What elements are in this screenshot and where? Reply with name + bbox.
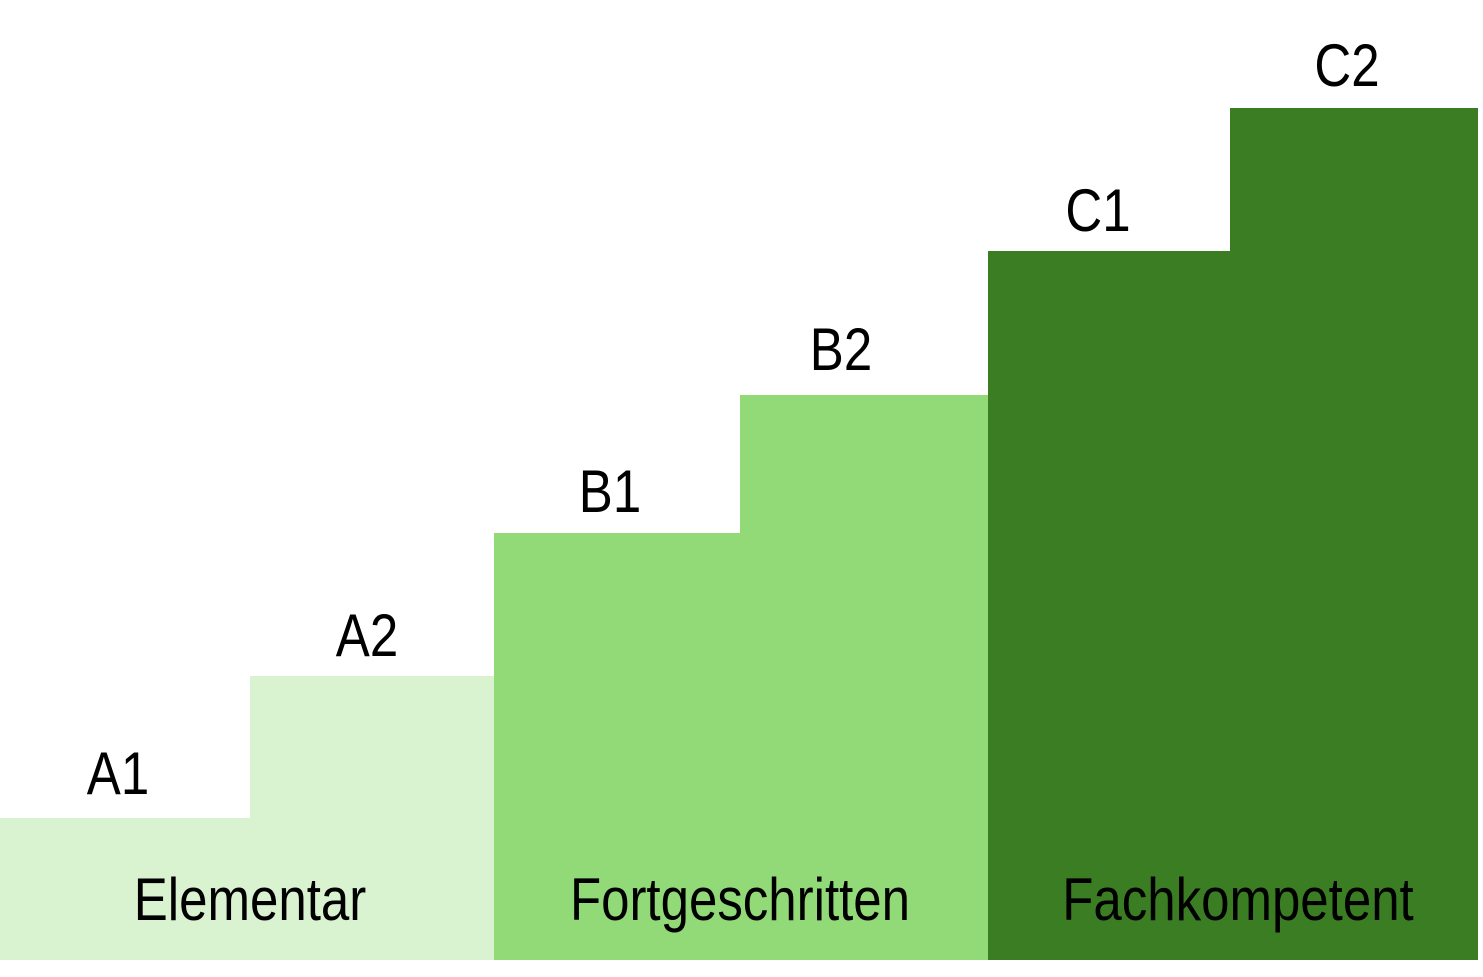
level-label: C1 [1065,177,1130,244]
group-label: Fachkompetent [1062,866,1414,933]
step-c2 [1230,108,1478,960]
level-label: A1 [87,740,149,807]
level-label: C2 [1314,32,1379,99]
step-b2 [740,395,989,960]
group-label: Elementar [134,866,366,933]
step-c1 [988,251,1231,960]
level-label: B2 [810,316,872,383]
step-b1 [494,533,741,960]
level-label: B1 [579,458,641,525]
level-label: A2 [336,602,398,669]
step-a2 [250,676,495,960]
group-label: Fortgeschritten [570,866,910,933]
step-a1 [0,818,250,960]
